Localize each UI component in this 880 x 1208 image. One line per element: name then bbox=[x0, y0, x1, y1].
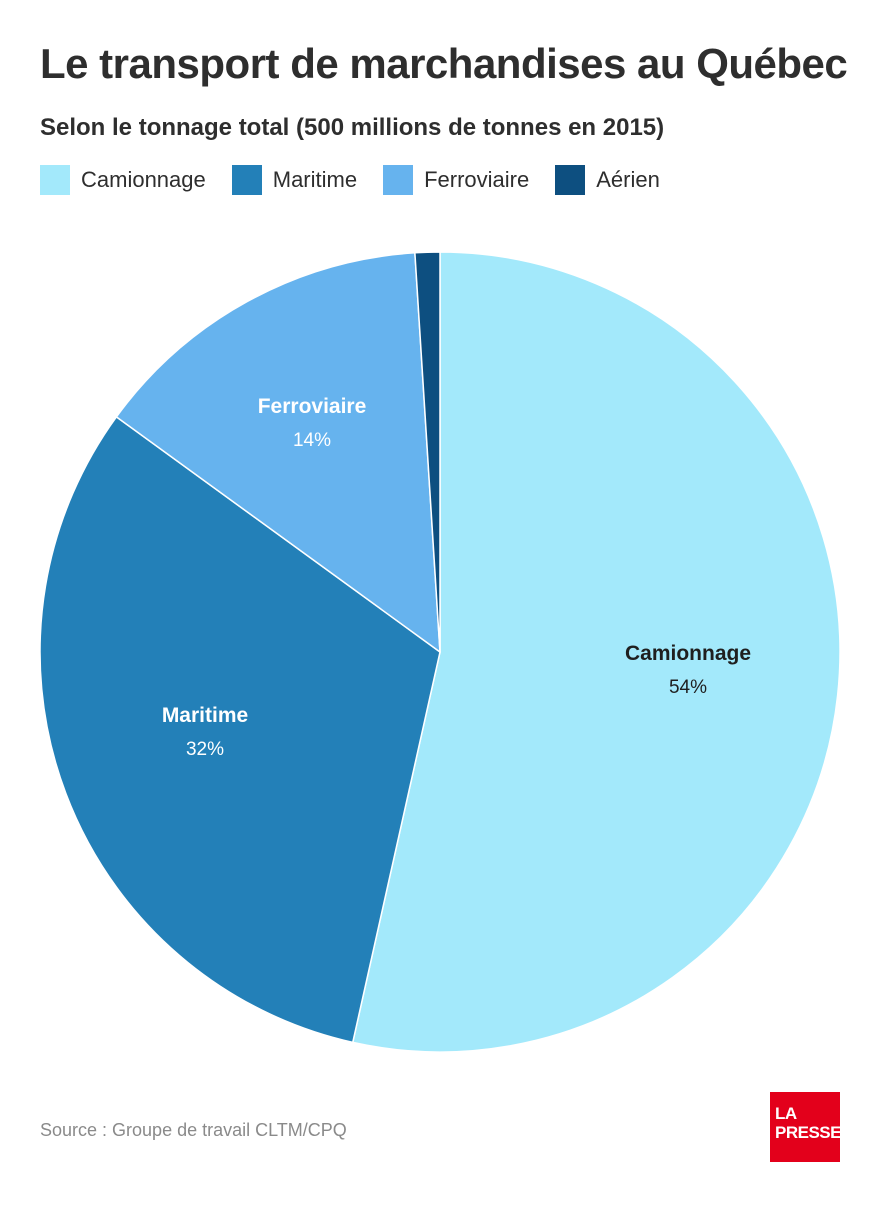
legend-label-maritime: Maritime bbox=[272, 167, 358, 192]
chart-subtitle: Selon le tonnage total (500 millions de … bbox=[40, 114, 665, 141]
legend-label-aerien: Aérien bbox=[596, 167, 660, 192]
pie-labels: Camionnage 54% Maritime 32% Ferroviaire 14% bbox=[162, 395, 751, 760]
legend: Camionnage Maritime Ferroviaire Aérien bbox=[40, 164, 686, 196]
legend-swatch-maritime bbox=[231, 165, 262, 195]
legend-item-camionnage: Camionnage bbox=[40, 165, 206, 195]
legend-item-ferroviaire: Ferroviaire bbox=[383, 165, 529, 195]
pie-slice-maritime bbox=[39, 415, 441, 1044]
source-note: Source : Groupe de travail CLTM/CPQ bbox=[40, 1120, 347, 1140]
legend-swatch-aerien bbox=[555, 165, 586, 195]
legend-item-aerien: Aérien bbox=[555, 165, 660, 195]
logo-line-1: LA bbox=[775, 1104, 797, 1123]
slice-label-camionnage: Camionnage bbox=[625, 642, 751, 665]
pie-slice-ferroviaire bbox=[115, 251, 441, 654]
legend-item-maritime: Maritime bbox=[231, 165, 358, 195]
slice-label-ferroviaire: Ferroviaire bbox=[258, 395, 367, 418]
legend-label-camionnage: Camionnage bbox=[81, 167, 206, 192]
slice-value-ferroviaire: 14% bbox=[293, 430, 331, 451]
slice-label-maritime: Maritime bbox=[162, 704, 248, 727]
slice-value-maritime: 32% bbox=[186, 739, 224, 760]
slice-value-camionnage: 54% bbox=[669, 677, 707, 698]
legend-swatch-ferroviaire bbox=[383, 165, 414, 195]
pie-slice-camionnage bbox=[351, 251, 841, 1053]
pie-slice-aerien bbox=[414, 251, 441, 653]
la-presse-logo: LA PRESSE bbox=[770, 1092, 841, 1162]
logo-line-2: PRESSE bbox=[775, 1123, 841, 1142]
chart-title: Le transport de marchandises au Québec bbox=[40, 40, 848, 87]
pie-slices bbox=[39, 251, 841, 1053]
legend-label-ferroviaire: Ferroviaire bbox=[424, 167, 530, 192]
legend-swatch-camionnage bbox=[40, 165, 70, 195]
